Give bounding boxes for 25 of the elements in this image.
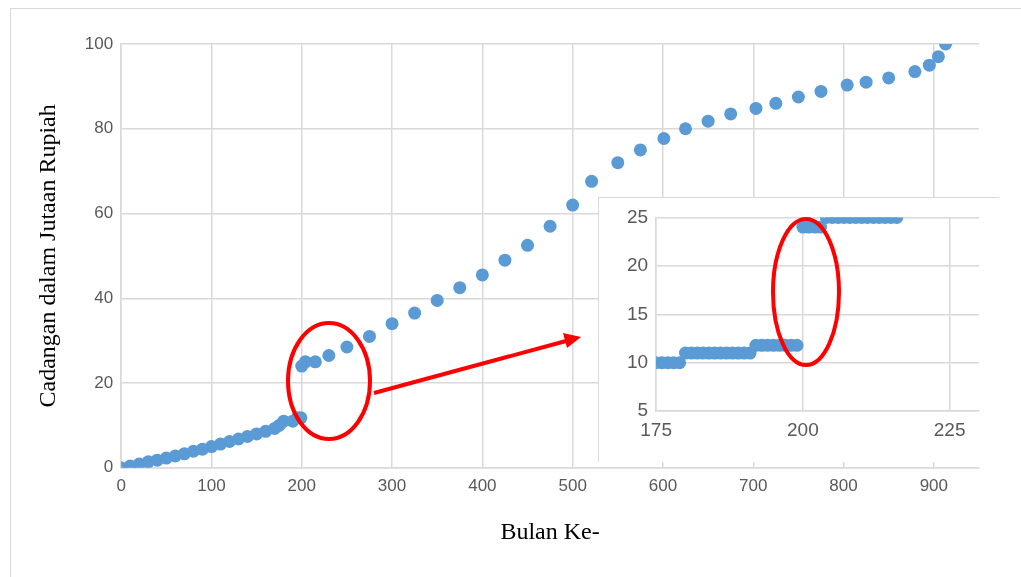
- y-tick-label: 100: [84, 33, 114, 53]
- x-tick-label: 300: [377, 475, 407, 495]
- x-tick-label: 200: [787, 418, 819, 440]
- y-tick-label: 60: [94, 203, 114, 223]
- x-tick-label: 800: [829, 475, 858, 495]
- x-tick-label: 225: [933, 418, 966, 440]
- x-tick-label: 100: [197, 475, 226, 495]
- x-tick-label: 200: [287, 475, 316, 495]
- y-tick-label: 0: [103, 457, 114, 477]
- x-tick-label: 900: [919, 475, 949, 495]
- x-tick-label: 500: [558, 475, 587, 495]
- y-tick-label: 20: [626, 254, 649, 276]
- y-tick-label: 40: [94, 287, 114, 307]
- y-tick-label: 5: [637, 399, 649, 421]
- x-tick-label: 700: [739, 475, 768, 495]
- x-tick-label: 600: [648, 475, 678, 495]
- y-tick-label: 25: [626, 205, 649, 227]
- y-tick-label: 80: [94, 118, 114, 138]
- x-tick-label: 175: [640, 418, 672, 440]
- y-tick-label: 20: [94, 372, 114, 392]
- x-axis-title: Bulan Ke-: [500, 517, 600, 544]
- y-axis-title: Cadangan dalam Jutaan Rupiah: [33, 104, 60, 408]
- y-tick-label: 10: [626, 350, 649, 372]
- y-tick-label: 15: [626, 302, 649, 324]
- x-tick-label: 400: [468, 475, 497, 495]
